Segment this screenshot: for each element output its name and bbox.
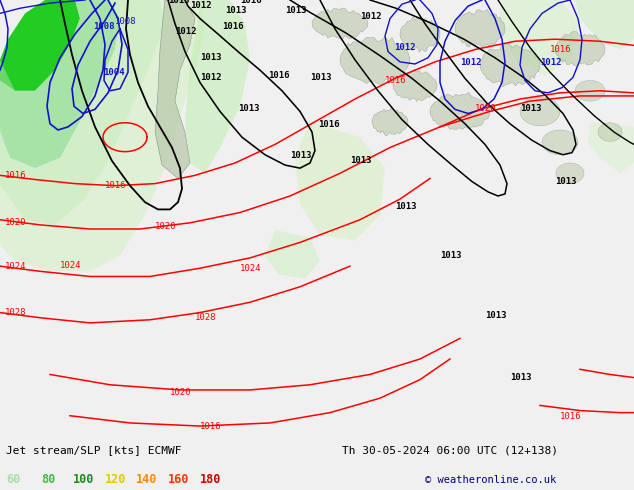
Text: 1013: 1013 [520, 104, 541, 113]
Text: 1024: 1024 [5, 262, 27, 271]
Text: 1016: 1016 [105, 181, 127, 190]
Text: 1024: 1024 [240, 264, 261, 273]
Text: 1013: 1013 [395, 202, 417, 211]
Text: 120: 120 [105, 473, 126, 486]
Text: 1012: 1012 [190, 1, 212, 10]
Text: 160: 160 [168, 473, 190, 486]
Text: 1020: 1020 [475, 104, 496, 113]
Text: 1016: 1016 [240, 0, 261, 5]
Text: 1016: 1016 [550, 45, 571, 53]
Polygon shape [265, 230, 320, 278]
Text: 1016: 1016 [200, 422, 221, 431]
Text: 100: 100 [73, 473, 94, 486]
Text: 80: 80 [41, 473, 55, 486]
Text: 1016: 1016 [560, 412, 581, 421]
Text: 1013: 1013 [350, 156, 372, 165]
Polygon shape [542, 130, 578, 155]
Text: 1028: 1028 [195, 313, 216, 322]
Polygon shape [575, 80, 605, 101]
Text: 1013: 1013 [510, 372, 531, 382]
Text: 1024: 1024 [60, 261, 82, 270]
Text: 1012: 1012 [175, 27, 197, 36]
Text: 1012: 1012 [394, 43, 415, 51]
Text: 1013: 1013 [238, 104, 259, 113]
Polygon shape [556, 163, 584, 184]
Polygon shape [0, 0, 205, 271]
Text: Th 30-05-2024 06:00 UTC (12+138): Th 30-05-2024 06:00 UTC (12+138) [342, 445, 559, 456]
Text: 1020: 1020 [170, 388, 191, 397]
Text: 1013: 1013 [555, 176, 576, 186]
Polygon shape [0, 0, 165, 225]
Polygon shape [588, 122, 634, 173]
Text: 1013: 1013 [440, 251, 462, 260]
Text: 1013: 1013 [168, 0, 190, 5]
Polygon shape [598, 123, 622, 141]
Text: Jet stream/SLP [kts] ECMWF: Jet stream/SLP [kts] ECMWF [6, 445, 182, 456]
Polygon shape [185, 0, 250, 173]
Text: 1013: 1013 [285, 6, 306, 15]
Text: 1016: 1016 [222, 22, 243, 31]
Polygon shape [393, 71, 437, 102]
Text: 1013: 1013 [310, 74, 332, 82]
Polygon shape [430, 92, 490, 131]
Polygon shape [0, 0, 80, 91]
Polygon shape [575, 0, 634, 49]
Text: 1012: 1012 [540, 58, 562, 67]
Polygon shape [555, 32, 605, 67]
Text: 1016: 1016 [5, 172, 27, 180]
Polygon shape [295, 122, 385, 241]
Text: 1013: 1013 [290, 151, 311, 160]
Polygon shape [155, 0, 195, 178]
Polygon shape [0, 0, 120, 168]
Polygon shape [372, 109, 408, 136]
Polygon shape [400, 16, 440, 52]
Text: 1008: 1008 [115, 17, 136, 26]
Text: 1012: 1012 [360, 12, 382, 21]
Polygon shape [455, 10, 505, 49]
Polygon shape [312, 8, 368, 40]
Text: 1004: 1004 [103, 68, 124, 77]
Text: 1013: 1013 [225, 6, 247, 15]
Polygon shape [500, 0, 580, 75]
Polygon shape [480, 43, 540, 87]
Text: 1012: 1012 [460, 58, 481, 67]
Text: 1020: 1020 [5, 218, 27, 227]
Text: 1008: 1008 [93, 22, 115, 31]
Text: 1016: 1016 [318, 120, 339, 129]
Text: 1012: 1012 [200, 74, 221, 82]
Polygon shape [340, 35, 410, 85]
Text: 60: 60 [6, 473, 20, 486]
Text: 1013: 1013 [485, 311, 507, 320]
Text: 1016: 1016 [385, 75, 406, 85]
Text: 140: 140 [136, 473, 158, 486]
Text: 1016: 1016 [268, 72, 290, 80]
Text: 1013: 1013 [200, 53, 221, 62]
Text: 180: 180 [200, 473, 221, 486]
Polygon shape [520, 97, 560, 126]
Text: © weatheronline.co.uk: © weatheronline.co.uk [425, 475, 556, 485]
Text: 1028: 1028 [5, 308, 27, 317]
Text: 1020: 1020 [155, 222, 176, 231]
